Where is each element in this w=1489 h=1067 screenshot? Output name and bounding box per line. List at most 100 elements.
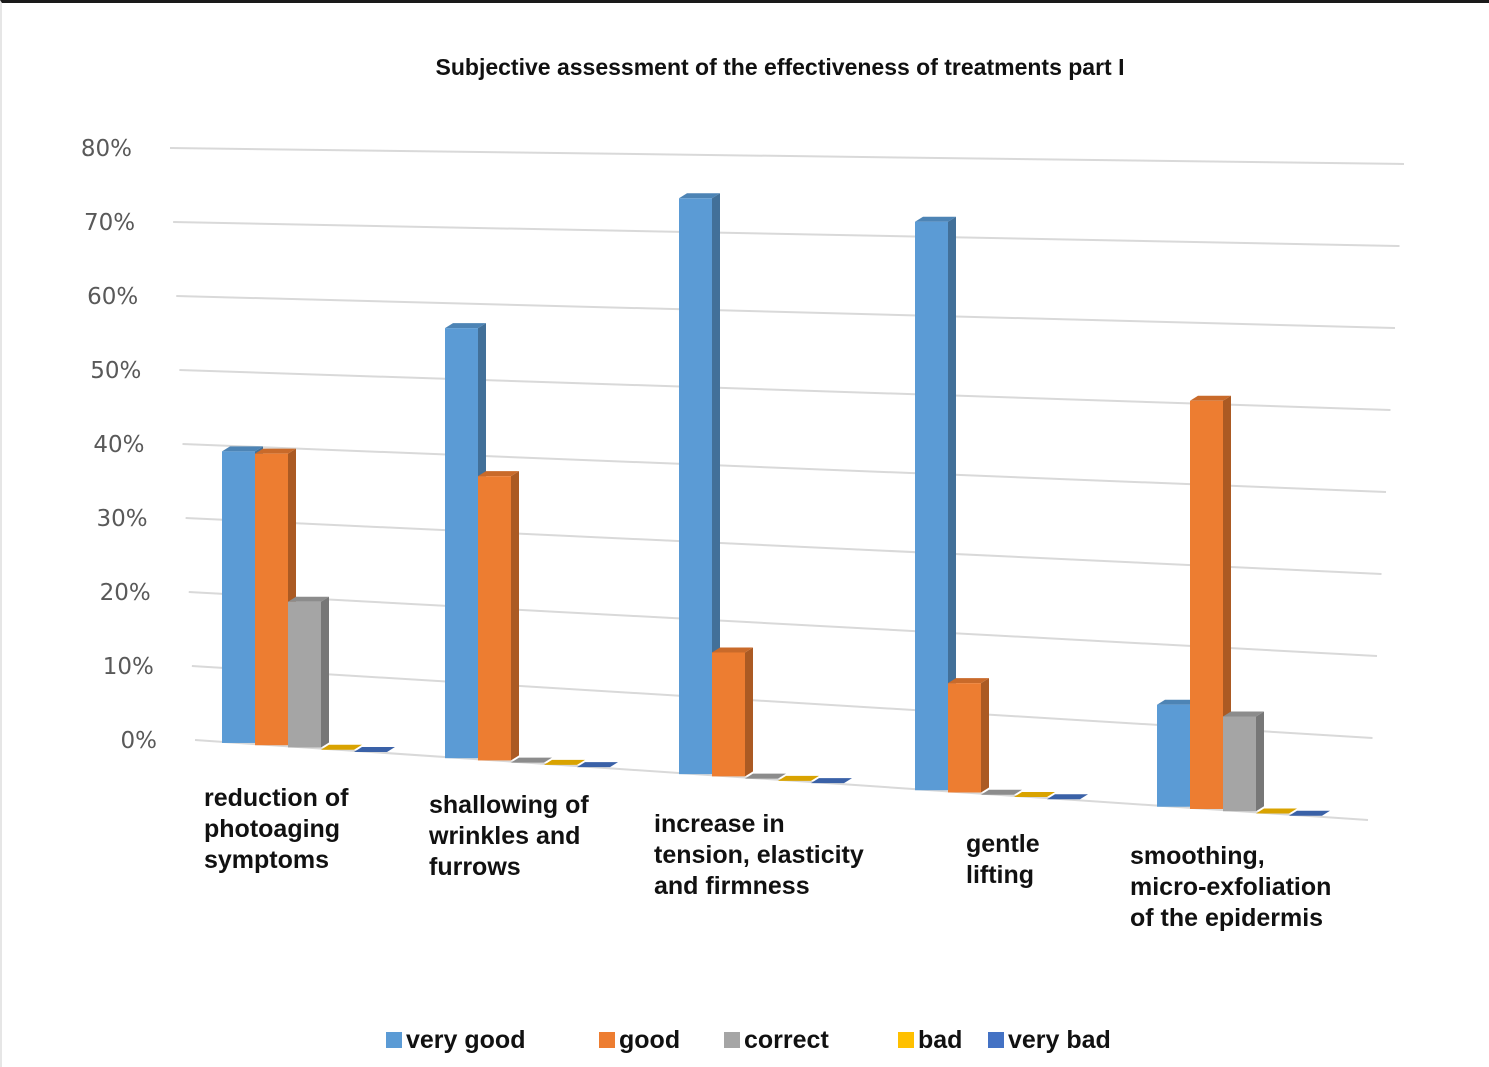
bar: [321, 744, 362, 750]
bar-front: [445, 328, 478, 759]
bar-front: [948, 683, 981, 793]
bar: [745, 773, 786, 779]
bar: [511, 757, 552, 763]
bar-front: [1223, 716, 1256, 812]
legend-swatch: [386, 1032, 402, 1048]
category-label: and firmness: [654, 872, 810, 900]
bar-front: [255, 453, 288, 746]
legend-swatch: [724, 1032, 740, 1048]
legend-label: very good: [406, 1026, 525, 1054]
category-label: lifting: [966, 861, 1034, 889]
bar-top: [1157, 699, 1198, 705]
category-label: symptoms: [204, 846, 329, 874]
bar-top: [222, 446, 263, 452]
bar-top: [1047, 794, 1088, 800]
gridline: [176, 295, 1396, 329]
legend: very good good correct bad very bad: [386, 1026, 1111, 1054]
category-labels: reduction of photoaging symptoms shallowing…: [204, 784, 1331, 932]
legend-label: good: [619, 1026, 680, 1054]
bar-top: [745, 773, 786, 779]
bars: [222, 193, 1330, 816]
bar-top: [255, 448, 296, 454]
bar-front: [915, 221, 948, 791]
bar-top: [981, 789, 1022, 795]
category-label: shallowing of: [429, 791, 589, 819]
bar-top: [511, 757, 552, 763]
bar-top: [811, 778, 852, 784]
bar-top: [577, 762, 618, 768]
bar-front: [288, 601, 321, 748]
gridline: [188, 591, 1378, 657]
category-label: of the epidermis: [1130, 904, 1323, 932]
bar: [712, 647, 753, 777]
bar: [255, 448, 296, 746]
bar: [679, 193, 720, 775]
bar: [577, 762, 618, 768]
bar: [1047, 794, 1088, 800]
gridline: [173, 221, 1400, 247]
bar: [1014, 791, 1055, 797]
bar: [1190, 395, 1231, 809]
category-label: increase in: [654, 810, 785, 838]
legend-label: correct: [744, 1026, 829, 1054]
bar: [948, 678, 989, 793]
bar: [778, 775, 819, 781]
bar-side: [712, 193, 720, 775]
bar: [288, 596, 329, 748]
bar: [354, 746, 395, 752]
bar-top: [354, 746, 395, 752]
bar: [478, 471, 519, 761]
bar-side: [1256, 711, 1264, 812]
y-tick-label: 20%: [100, 580, 151, 606]
category-label: smoothing,: [1130, 842, 1265, 870]
bar: [544, 759, 585, 765]
legend-item: very good: [386, 1026, 525, 1054]
legend-swatch: [988, 1032, 1004, 1048]
legend-item: correct: [724, 1026, 829, 1054]
bar: [1256, 808, 1297, 814]
bar-top: [288, 596, 329, 602]
y-axis-ticks: 0% 10% 20% 30% 40% 50% 60% 70% 80%: [81, 136, 157, 754]
y-tick-label: 70%: [84, 210, 135, 236]
bar-front: [1190, 400, 1223, 809]
gridline: [169, 147, 1405, 165]
legend-swatch: [599, 1032, 615, 1048]
bar-front: [712, 652, 745, 777]
bar: [1289, 810, 1330, 816]
legend-item: bad: [898, 1026, 962, 1054]
bar-top: [915, 216, 956, 222]
legend-label: bad: [918, 1026, 962, 1054]
bar-front: [1157, 704, 1190, 807]
y-tick-label: 30%: [97, 506, 148, 532]
bar-front: [478, 476, 511, 761]
category-label: wrinkles and: [428, 822, 580, 850]
legend-item: good: [599, 1026, 680, 1054]
bar-top: [712, 647, 753, 653]
category-label: reduction of: [204, 784, 349, 812]
bar-top: [1289, 810, 1330, 816]
bar-side: [321, 596, 329, 748]
y-tick-label: 0%: [121, 728, 158, 754]
category-label: micro-exfoliation: [1130, 873, 1331, 901]
bar-top: [1190, 395, 1231, 401]
bar-side: [948, 216, 956, 791]
legend-item: very bad: [988, 1026, 1111, 1054]
category-label: tension, elasticity: [654, 841, 864, 869]
bar: [981, 789, 1022, 795]
bar-side: [511, 471, 519, 761]
bar-top: [445, 323, 486, 329]
bar-top: [1014, 791, 1055, 797]
bar-side: [981, 678, 989, 793]
bar-top: [478, 471, 519, 477]
bar-top: [778, 775, 819, 781]
bar: [915, 216, 956, 791]
bar-top: [1223, 711, 1264, 717]
y-tick-label: 50%: [90, 358, 141, 384]
y-tick-label: 10%: [103, 654, 154, 680]
y-tick-label: 80%: [81, 136, 132, 162]
bar-top: [1256, 808, 1297, 814]
bar-top: [679, 193, 720, 199]
chart-title: Subjective assessment of the effectivene…: [436, 54, 1125, 80]
